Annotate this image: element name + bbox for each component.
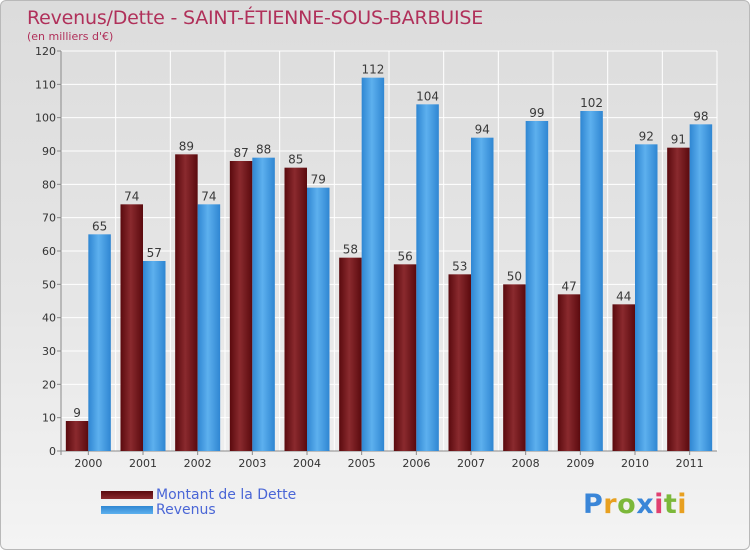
y-tick-label: 40 [42,312,56,325]
y-tick-label: 100 [35,112,56,125]
bar-revenus-2005 [361,77,385,452]
bar-dette-2002 [175,154,198,452]
data-label-dette-2009: 47 [561,279,576,293]
bar-revenus-2010 [635,144,658,452]
bar-dette-2008 [503,284,526,451]
logo-letter: o [617,489,637,520]
data-label-dette-2005: 58 [343,243,358,257]
proxiti-logo: Proxiti [583,489,687,520]
y-tick-label: 60 [42,245,56,258]
bar-revenus-2007 [471,137,494,451]
x-tick-label-2000: 2000 [74,457,102,470]
bar-revenus-2009 [580,111,603,451]
bar-revenus-2004 [307,187,330,451]
bar-dette-2003 [229,161,253,451]
bar-revenus-2000 [88,234,111,451]
logo-letter: r [603,489,618,520]
bar-revenus-2003 [252,157,275,451]
y-tick-label: 0 [49,445,56,458]
logo-letter: i [677,489,688,520]
data-label-dette-2004: 85 [288,153,303,167]
bar-dette-2007 [448,274,471,451]
data-label-revenus-2003: 88 [256,143,271,157]
data-label-revenus-2004: 79 [311,173,326,187]
chart-subtitle: (en milliers d'€) [27,30,114,43]
data-label-dette-2003: 87 [233,146,248,160]
x-tick-label-2008: 2008 [512,457,540,470]
bar-dette-2001 [120,204,143,451]
bar-revenus-2002 [197,204,221,451]
data-label-dette-2000: 9 [73,406,81,420]
data-label-revenus-2000: 65 [92,219,107,233]
data-label-dette-2010: 44 [616,289,631,303]
data-label-revenus-2001: 57 [147,246,162,260]
data-labels: 9 65 74 57 89 74 87 88 85 79 58 112 56 104 53 94 50 99 47 1… [73,63,708,420]
logo-letter: x [636,489,655,520]
x-tick-label-2010: 2010 [621,457,649,470]
data-label-dette-2002: 89 [179,139,194,153]
data-label-revenus-2008: 99 [529,106,544,120]
data-label-dette-2007: 53 [452,259,467,273]
bar-revenus-2001 [143,261,166,451]
chart-title: Revenus/Dette - SAINT-ÉTIENNE-SOUS-BARBU… [27,7,484,29]
y-tick-label: 80 [42,178,56,191]
x-axis-ticks: 2000 2001 2002 2003 2004 2005 2006 2007 2008 2009… [74,451,704,470]
data-label-revenus-2011: 98 [693,109,708,123]
y-tick-label: 30 [42,345,56,358]
bar-dette-2006 [393,264,417,451]
x-tick-label-2004: 2004 [293,457,321,470]
grid-lines [60,50,718,452]
x-tick-label-2006: 2006 [402,457,430,470]
x-tick-label-2002: 2002 [184,457,212,470]
bar-revenus-2006 [416,104,439,451]
bar-dette-2011 [667,147,690,451]
bar-dette-2010 [612,304,635,451]
bar-dette-2005 [339,257,362,451]
legend-swatch-revenus [101,506,153,514]
data-label-revenus-2005: 112 [361,63,384,77]
legend-swatch-dette [101,491,153,499]
data-label-revenus-2006: 104 [416,89,439,103]
legend-label-dette: Montant de la Dette [156,487,297,503]
x-tick-label-2005: 2005 [348,457,376,470]
y-tick-label: 10 [42,412,56,425]
y-tick-label: 110 [35,78,56,91]
logo-letter: i [654,489,664,520]
data-label-revenus-2010: 92 [639,129,654,143]
logo-letter: t [663,489,678,520]
bar-dette-2000 [65,421,89,451]
x-tick-label-2003: 2003 [238,457,266,470]
x-tick-label-2007: 2007 [457,457,485,470]
bar-revenus-2008 [525,121,549,451]
y-tick-label: 90 [42,145,56,158]
legend-label-revenus: Revenus [156,502,216,518]
data-label-dette-2008: 50 [507,269,522,283]
y-tick-label: 50 [42,278,56,291]
bar-dette-2009 [557,294,581,451]
y-tick-label: 120 [35,45,56,58]
x-tick-label-2011: 2011 [676,457,704,470]
data-label-dette-2006: 56 [397,249,412,263]
y-axis-ticks: 0 10 20 30 40 50 60 70 80 90 100 110 120 [35,45,717,458]
x-tick-label-2001: 2001 [129,457,157,470]
y-tick-label: 70 [42,212,56,225]
bars [65,77,713,452]
bar-revenus-2011 [689,124,713,451]
bar-dette-2004 [284,167,307,451]
data-label-dette-2011: 91 [671,133,686,147]
y-tick-label: 20 [42,378,56,391]
data-label-revenus-2009: 102 [580,96,603,110]
data-label-revenus-2007: 94 [475,123,490,137]
logo-letter: P [583,489,604,520]
data-label-revenus-2002: 74 [201,189,216,203]
x-tick-label-2009: 2009 [566,457,594,470]
data-label-dette-2001: 74 [124,189,139,203]
